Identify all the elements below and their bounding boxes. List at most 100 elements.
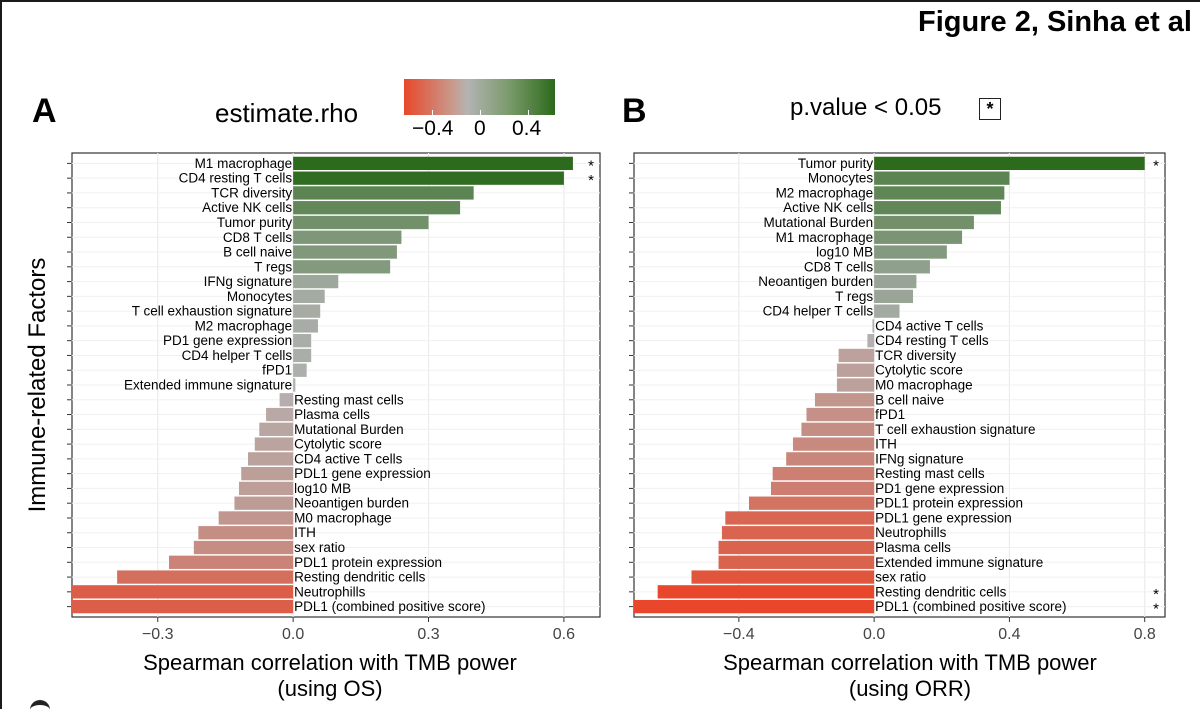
- bar: [259, 422, 294, 436]
- x-tick-label: −0.3: [142, 626, 174, 643]
- bar: [293, 304, 321, 318]
- bar: [218, 511, 294, 525]
- bar: [279, 393, 294, 407]
- bar-category-label: ITH: [294, 525, 316, 540]
- bar-category-label: PDL1 gene expression: [875, 510, 1012, 525]
- next-panel-label-fragment: [30, 700, 50, 714]
- bar-category-label: PDL1 gene expression: [294, 466, 431, 481]
- bar: [293, 201, 461, 215]
- bar: [874, 274, 917, 289]
- legend-colorbar: [404, 79, 555, 115]
- bar-category-label: PDL1 (combined positive score): [294, 599, 485, 614]
- bar-category-label: M0 macrophage: [875, 378, 973, 393]
- bar: [874, 215, 974, 230]
- bar: [874, 289, 914, 304]
- significance-star: *: [588, 172, 594, 189]
- bar: [72, 599, 294, 614]
- bar-category-label: M2 macrophage: [776, 185, 874, 200]
- panel-a-label: A: [32, 92, 57, 130]
- x-axis-label-b: Spearman correlation with TMB power (usi…: [680, 650, 1140, 702]
- bar-category-label: PD1 gene expression: [163, 333, 292, 348]
- bar: [198, 526, 294, 540]
- bar: [874, 201, 1001, 215]
- significance-star: *: [1153, 601, 1159, 618]
- bar: [241, 466, 294, 481]
- bar-category-label: Neoantigen burden: [294, 496, 409, 511]
- bar-category-label: PDL1 (combined positive score): [875, 599, 1066, 614]
- bar: [814, 393, 875, 407]
- bar-category-label: CD4 resting T cells: [875, 333, 989, 348]
- bar: [874, 156, 1145, 171]
- bar: [874, 245, 947, 259]
- bar: [718, 540, 875, 555]
- bar: [874, 230, 963, 244]
- bar: [874, 304, 900, 318]
- bar: [293, 289, 325, 304]
- x-axis-label-b-line1: Spearman correlation with TMB power: [723, 650, 1097, 675]
- bar-category-label: Neutrophills: [875, 525, 947, 540]
- bar-category-label: log10 MB: [816, 245, 873, 260]
- bar: [293, 378, 296, 392]
- bar: [293, 274, 339, 289]
- bar: [792, 437, 875, 451]
- bar: [718, 555, 875, 569]
- x-tick-label: 0.0: [282, 626, 304, 643]
- x-tick-label: 0.3: [417, 626, 439, 643]
- figure-title: Figure 2, Sinha et al: [918, 6, 1192, 38]
- bar-category-label: CD8 T cells: [804, 259, 874, 274]
- bar-category-label: PDL1 protein expression: [294, 555, 442, 570]
- bar-category-label: PD1 gene expression: [875, 481, 1004, 496]
- legend-tick-label: 0.4: [512, 117, 542, 140]
- bar: [874, 260, 930, 274]
- bar: [234, 496, 294, 510]
- bar: [874, 171, 1010, 185]
- bar: [801, 422, 875, 436]
- significance-star: *: [1153, 586, 1159, 603]
- bar: [874, 186, 1005, 200]
- bar-category-label: CD4 active T cells: [294, 451, 403, 466]
- bar-category-label: M0 macrophage: [294, 510, 392, 525]
- bar: [293, 186, 474, 200]
- bar-category-label: PDL1 protein expression: [875, 496, 1023, 511]
- bar-category-label: Mutational Burden: [764, 215, 874, 230]
- bar-category-label: CD4 helper T cells: [182, 348, 293, 363]
- bar-category-label: Mutational Burden: [294, 422, 404, 437]
- pvalue-star-key: *: [979, 98, 1001, 120]
- bar-category-label: TCR diversity: [211, 185, 292, 200]
- bar-category-label: CD4 helper T cells: [763, 304, 874, 319]
- legend-tick-mark: [480, 110, 481, 115]
- bar-category-label: CD4 resting T cells: [179, 171, 293, 186]
- x-axis-label-b-line2: (using ORR): [848, 676, 972, 701]
- bar: [867, 334, 875, 348]
- bar-category-label: fPD1: [875, 407, 905, 422]
- bar-category-label: Cytolytic score: [294, 437, 382, 452]
- bar-category-label: Monocytes: [227, 289, 293, 304]
- bar: [293, 319, 318, 333]
- significance-star: *: [588, 157, 594, 174]
- bar-category-label: CD4 active T cells: [875, 318, 984, 333]
- bar-category-label: Active NK cells: [783, 200, 873, 215]
- bar-category-label: Neoantigen burden: [758, 274, 873, 289]
- bar-category-label: fPD1: [262, 363, 292, 378]
- bar-category-label: Resting dendritic cells: [294, 570, 426, 585]
- bar-category-label: ITH: [875, 437, 897, 452]
- bar-category-label: sex ratio: [875, 570, 926, 585]
- panel-b-label: B: [622, 92, 647, 130]
- legend-tick-mark: [528, 110, 529, 115]
- bar: [169, 555, 294, 569]
- bar-category-label: Neutrophills: [294, 584, 366, 599]
- bar-category-label: Cytolytic score: [875, 363, 963, 378]
- bar: [254, 437, 294, 451]
- bar: [838, 348, 875, 363]
- bar: [293, 334, 312, 348]
- bar-category-label: IFNg signature: [875, 451, 964, 466]
- bar: [725, 511, 875, 525]
- bar-category-label: Tumor purity: [217, 215, 293, 230]
- bar: [836, 378, 875, 392]
- x-axis-label-a-line1: Spearman correlation with TMB power: [143, 650, 517, 675]
- bar-category-label: Plasma cells: [294, 407, 370, 422]
- x-tick-label: −0.4: [723, 626, 755, 643]
- bar: [748, 496, 875, 510]
- bar-category-label: T regs: [254, 259, 292, 274]
